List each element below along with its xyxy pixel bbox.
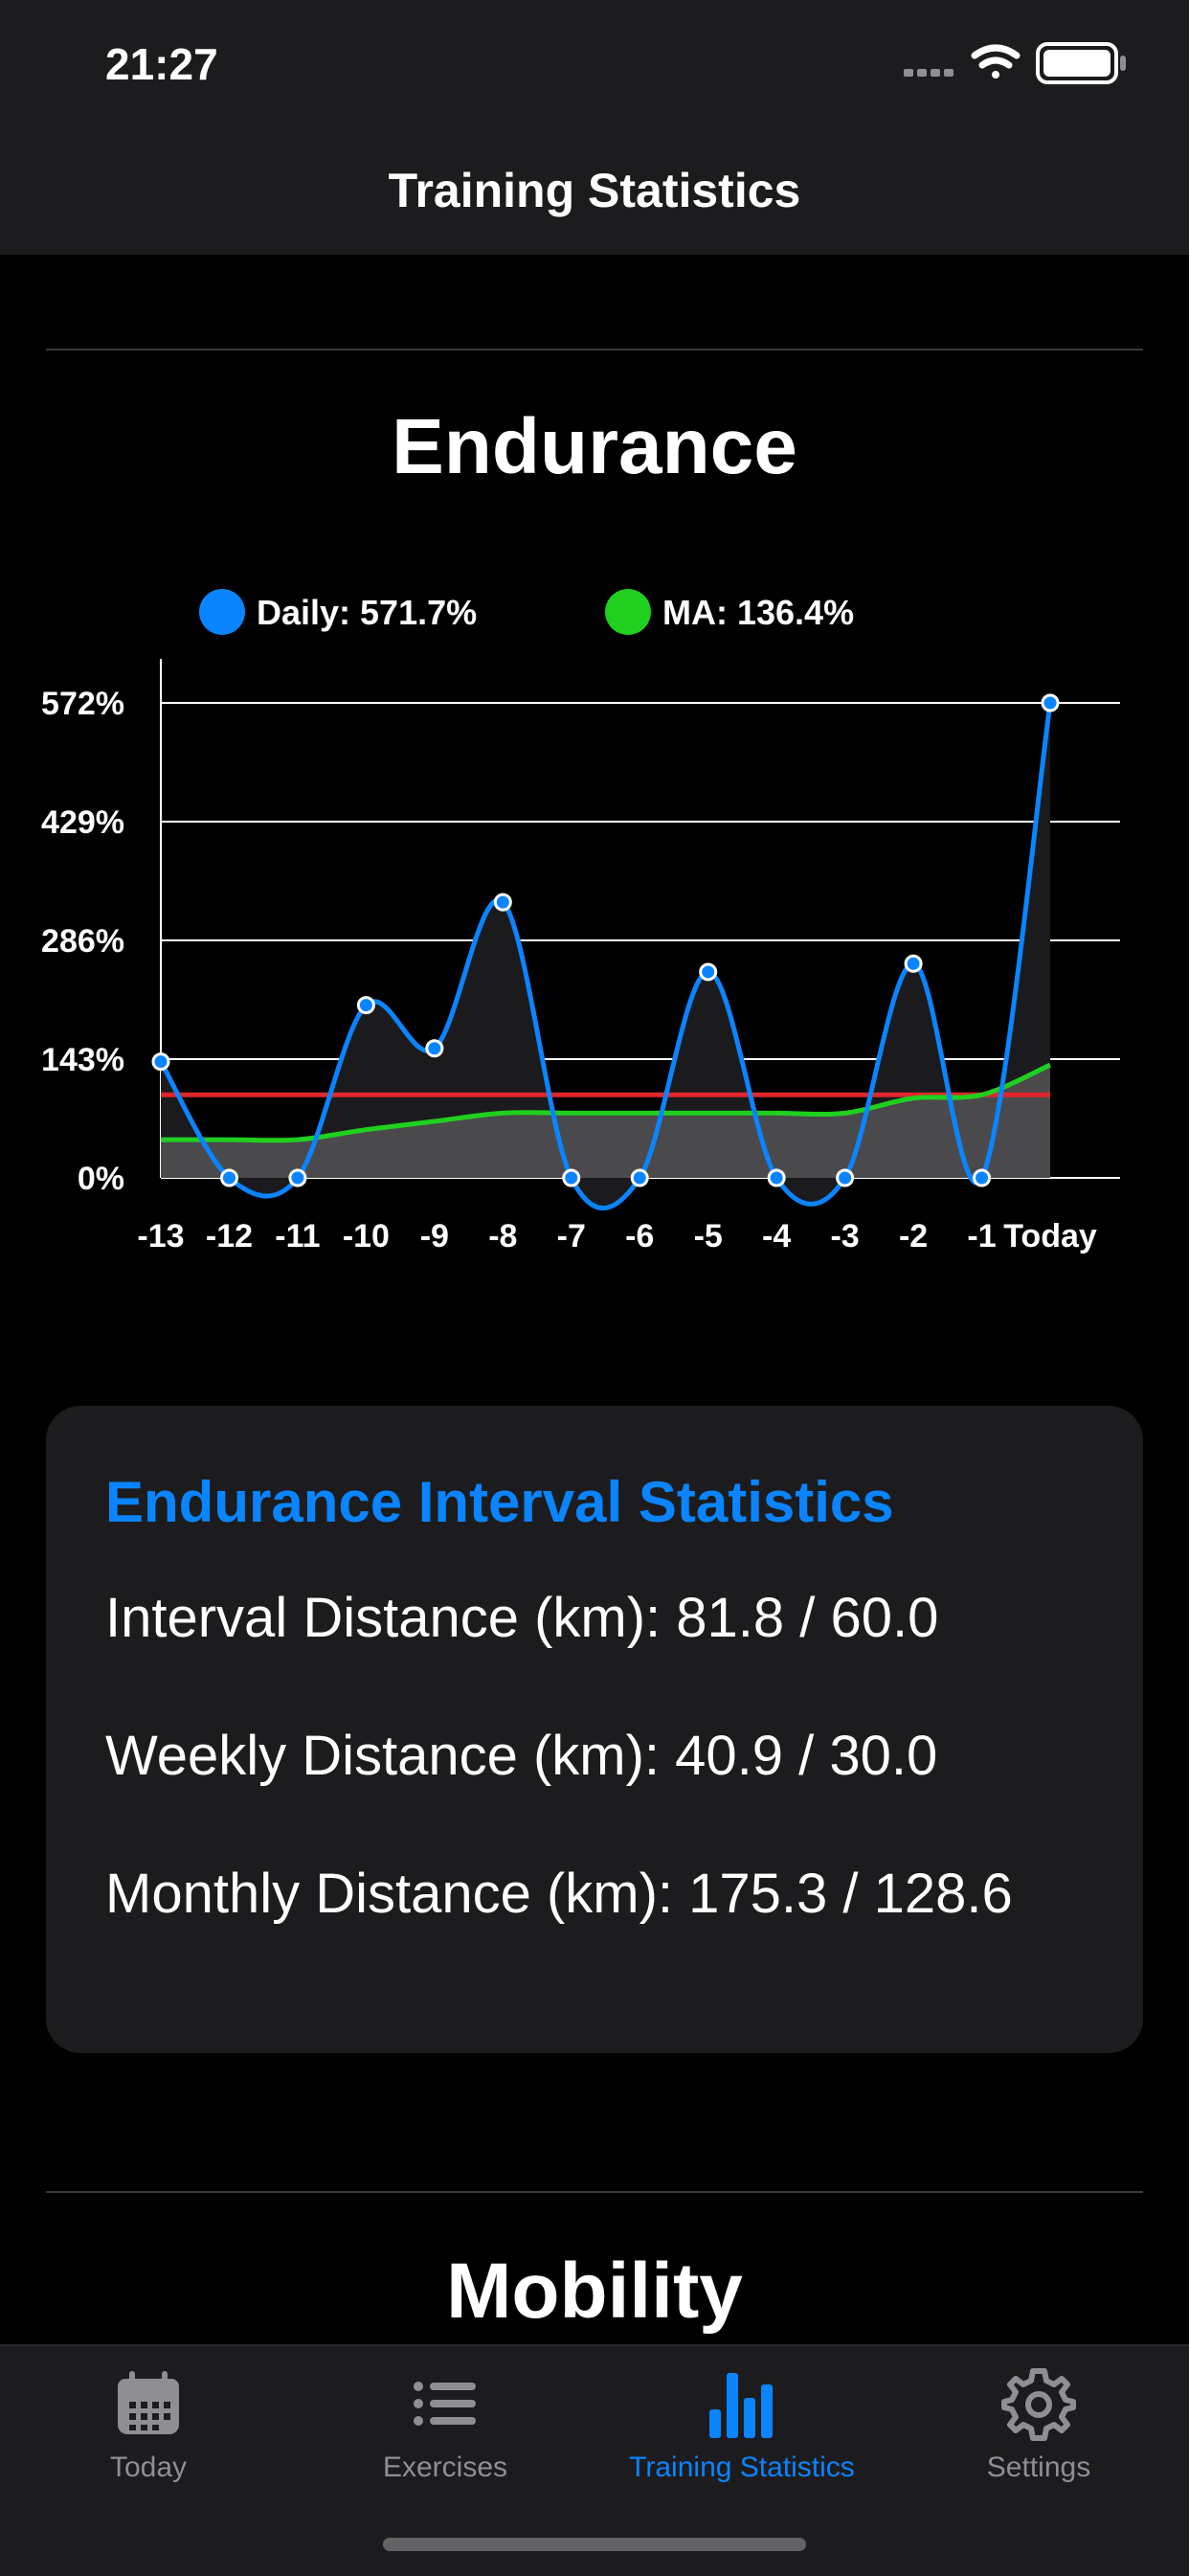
status-icons	[904, 42, 1126, 84]
x-tick-label: Today	[1003, 1218, 1097, 1254]
daily-point	[425, 1039, 444, 1058]
x-tick-label: -7	[557, 1218, 586, 1254]
card-title: Endurance Interval Statistics	[105, 1470, 894, 1534]
calendar-icon	[118, 2371, 179, 2434]
y-tick-label: 286%	[41, 923, 124, 960]
tab-training-statistics[interactable]: Training Statistics	[594, 2346, 890, 2538]
x-tick-label: -3	[830, 1218, 859, 1254]
daily-point	[288, 1168, 307, 1187]
list-icon	[414, 2382, 476, 2426]
legend-ma-label: MA: 136.4%	[662, 593, 854, 632]
endurance-stats-card: Endurance Interval Statistics Interval D…	[46, 1406, 1143, 2053]
stat-monthly-distance: Monthly Distance (km): 175.3 / 128.6	[105, 1863, 1013, 1925]
daily-point	[1041, 693, 1060, 712]
daily-point	[151, 1052, 170, 1072]
daily-point	[767, 1168, 786, 1187]
tab-bar: Today Exercises Training Statistics	[0, 2344, 1189, 2576]
status-time: 21:27	[105, 39, 218, 89]
gear-icon	[1001, 2368, 1076, 2441]
daily-point	[219, 1168, 238, 1187]
section-divider	[46, 2191, 1143, 2193]
signal-icon	[904, 69, 953, 77]
daily-point	[699, 962, 718, 982]
home-indicator[interactable]	[383, 2538, 806, 2551]
daily-point	[630, 1168, 649, 1187]
section-divider	[46, 349, 1143, 350]
y-tick-label: 429%	[41, 804, 124, 841]
daily-line	[158, 702, 1053, 1210]
daily-point	[562, 1168, 581, 1187]
legend-daily-label: Daily: 571.7%	[257, 593, 477, 632]
ma-line	[161, 1062, 1052, 1143]
daily-point	[493, 893, 512, 912]
x-tick-label: -13	[137, 1218, 184, 1254]
section-title-mobility: Mobility	[446, 2248, 743, 2335]
x-tick-label: -4	[762, 1218, 791, 1254]
tab-label: Training Statistics	[629, 2452, 855, 2483]
ma-area	[161, 1065, 1050, 1178]
legend-ma-swatch	[605, 589, 651, 635]
bar-chart-icon	[709, 2373, 773, 2438]
x-tick-label: -5	[694, 1218, 723, 1254]
x-tick-label: -8	[488, 1218, 517, 1254]
nav-bar: Training Statistics	[0, 134, 1189, 255]
daily-area	[161, 703, 1050, 1209]
stat-interval-distance: Interval Distance (km): 81.8 / 60.0	[105, 1587, 939, 1649]
section-title-endurance: Endurance	[392, 403, 797, 490]
y-tick-label: 572%	[41, 686, 124, 722]
y-tick-label: 143%	[41, 1042, 124, 1078]
x-tick-label: -2	[899, 1218, 928, 1254]
x-tick-label: -10	[343, 1218, 390, 1254]
nav-title: Training Statistics	[388, 164, 801, 217]
x-tick-label: -11	[275, 1218, 320, 1254]
tab-label: Settings	[986, 2452, 1091, 2483]
x-tick-label: -1	[967, 1218, 996, 1254]
x-tick-label: -9	[420, 1218, 449, 1254]
status-bar: 21:27	[0, 0, 1189, 134]
legend-daily-swatch	[199, 589, 245, 635]
daily-point	[973, 1168, 992, 1187]
wifi-icon	[971, 44, 1021, 79]
tab-exercises[interactable]: Exercises	[297, 2346, 594, 2538]
daily-point	[836, 1168, 855, 1187]
daily-point	[904, 954, 923, 973]
x-tick-label: -6	[625, 1218, 654, 1254]
y-tick-label: 0%	[78, 1161, 124, 1197]
tab-label: Exercises	[382, 2452, 508, 2483]
tab-label: Today	[109, 2452, 188, 2483]
tab-today[interactable]: Today	[0, 2346, 297, 2538]
battery-icon	[1036, 42, 1126, 84]
stat-weekly-distance: Weekly Distance (km): 40.9 / 30.0	[105, 1725, 938, 1787]
daily-point	[356, 996, 375, 1015]
tab-settings[interactable]: Settings	[890, 2346, 1187, 2538]
x-tick-label: -12	[206, 1218, 253, 1254]
endurance-chart: Daily: 571.7% MA: 136.4% 0% 143% 286% 429% 5…	[41, 589, 1120, 1254]
